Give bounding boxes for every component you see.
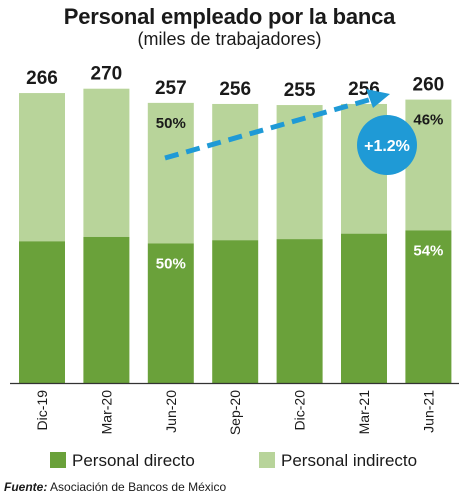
bar-directo-sep-20 xyxy=(212,240,259,383)
axis-group: Dic-19 Mar-20 Jun-20 Sep-20 Dic-20 Mar-21 Jun-… xyxy=(10,382,459,435)
legend-swatch-indirecto xyxy=(259,452,275,468)
source-text: Asociación de Bancos de México xyxy=(47,480,227,494)
x-tick-label-dic-20: Dic-20 xyxy=(292,390,308,431)
chart-title: Personal empleado por la banca xyxy=(63,4,396,29)
total-label-mar-20: 270 xyxy=(91,64,123,85)
growth-arrow-group: +1.2% xyxy=(164,89,417,175)
total-label-sep-20: 256 xyxy=(219,79,251,100)
bar-directo-jun-21 xyxy=(405,230,452,383)
source-label: Fuente: xyxy=(4,480,48,494)
x-tick-label-jun-21: Jun-21 xyxy=(420,390,436,433)
bar-indirecto-sep-20 xyxy=(212,103,259,241)
bar-directo-dic-19 xyxy=(19,241,65,383)
total-label-jun-21: 260 xyxy=(413,75,445,96)
bars-group xyxy=(19,88,452,383)
total-label-jun-20: 257 xyxy=(155,78,187,99)
legend-label-indirecto: Personal indirecto xyxy=(281,451,417,470)
share-label-directo-jun-20: 50% xyxy=(156,255,186,272)
bar-indirecto-jun-20 xyxy=(147,102,194,244)
chart-subtitle: (miles de trabajadores) xyxy=(137,29,322,49)
x-tick-label-mar-21: Mar-21 xyxy=(356,390,372,435)
total-label-dic-20: 255 xyxy=(284,80,316,101)
bar-directo-jun-20 xyxy=(147,243,194,383)
bar-indirecto-jun-21 xyxy=(405,99,452,231)
x-tick-label-sep-20: Sep-20 xyxy=(227,390,243,435)
legend-label-directo: Personal directo xyxy=(72,451,195,470)
share-label-indirecto-jun-21: 46% xyxy=(413,112,443,129)
growth-arrow-line xyxy=(164,96,373,161)
x-tick-label-mar-20: Mar-20 xyxy=(98,390,114,435)
bar-indirecto-dic-19 xyxy=(19,93,65,242)
total-label-dic-19: 266 xyxy=(26,68,58,89)
legend-swatch-directo xyxy=(50,452,66,468)
bar-directo-mar-20 xyxy=(83,236,130,383)
growth-arrow-head xyxy=(366,89,390,108)
bar-directo-dic-20 xyxy=(276,239,323,383)
share-label-directo-jun-21: 54% xyxy=(413,242,443,259)
legend-group: Personal directo Personal indirecto xyxy=(50,451,417,470)
bar-indirecto-dic-20 xyxy=(276,105,323,240)
bar-indirecto-mar-20 xyxy=(83,88,130,237)
x-tick-label-dic-19: Dic-19 xyxy=(34,390,50,431)
growth-badge-circle xyxy=(357,115,417,175)
share-label-indirecto-jun-20: 50% xyxy=(156,115,186,132)
growth-badge-label: +1.2% xyxy=(364,138,410,155)
x-tick-label-jun-20: Jun-20 xyxy=(163,390,179,433)
source-note: Fuente: Asociación de Bancos de México xyxy=(4,480,226,494)
bar-directo-mar-21 xyxy=(341,233,387,383)
